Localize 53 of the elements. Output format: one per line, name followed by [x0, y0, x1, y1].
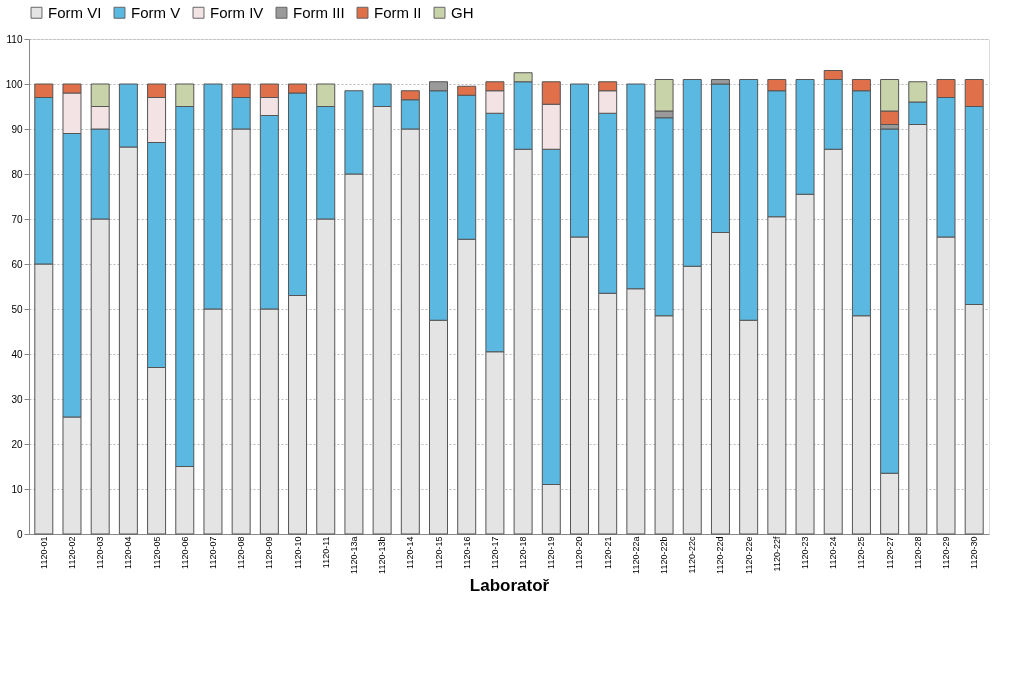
x-tick-label: 1120-04	[123, 536, 134, 569]
x-tick-label: 1120-13b	[377, 536, 388, 574]
x-tick-label: 1120-10	[292, 536, 303, 569]
x-tick-label: 1120-21	[602, 536, 613, 569]
legend-label: Form III	[293, 3, 345, 21]
y-tick-label: 80	[11, 168, 23, 180]
x-tick-label: 1120-24	[828, 536, 839, 569]
legend-label: GH	[451, 3, 474, 21]
x-tick-label: 1120-22e	[743, 536, 754, 574]
x-tick-label: 1120-22c	[687, 536, 698, 574]
y-tick-label: 30	[11, 393, 23, 405]
x-tick-label: 1120-13a	[348, 536, 359, 574]
x-tick-label: 1120-15	[433, 536, 444, 569]
x-tick-label: 1120-03	[95, 536, 106, 569]
x-tick-label: 1120-07	[207, 536, 218, 569]
x-tick-label: 1120-01	[38, 536, 49, 569]
y-tick-label: 100	[5, 78, 23, 90]
y-tick-label: 0	[16, 528, 23, 540]
y-tick-label: 50	[11, 303, 23, 315]
x-tick-label: 1120-18	[518, 536, 529, 569]
x-tick-label: 1120-08	[236, 536, 247, 569]
y-tick-label: 110	[6, 33, 23, 45]
x-tick-label: 1120-11	[320, 536, 331, 569]
x-axis-title: Laboratoř	[469, 575, 550, 595]
legend-label: Form V	[131, 3, 181, 21]
x-tick-label: 1120-28	[912, 536, 923, 569]
y-tick-label: 10	[11, 483, 23, 495]
legend-label: Form VI	[48, 3, 102, 21]
x-tick-label: 1120-17	[489, 536, 500, 569]
y-tick-label: 90	[11, 123, 23, 135]
y-tick-label: 70	[11, 213, 23, 225]
x-tick-label: 1120-16	[461, 536, 472, 569]
x-tick-label: 1120-22d	[715, 536, 726, 574]
x-tick-label: 1120-09	[264, 536, 275, 569]
x-tick-label: 1120-25	[856, 536, 867, 569]
x-tick-label: 1120-22f	[771, 536, 782, 572]
legend-label: Form II	[374, 3, 422, 21]
y-tick-label: 60	[11, 258, 23, 270]
y-tick-label: 20	[11, 438, 23, 450]
x-tick-label: 1120-22b	[659, 536, 670, 574]
y-tick-label: 40	[11, 348, 23, 360]
x-tick-label: 1120-27	[884, 536, 895, 569]
x-tick-label: 1120-14	[405, 536, 416, 569]
x-tick-label: 1120-23	[800, 536, 811, 569]
x-tick-label: 1120-29	[941, 536, 951, 569]
legend-label: Form IV	[210, 3, 264, 21]
x-tick-label: 1120-30	[969, 536, 980, 569]
x-tick-label: 1120-22a	[630, 536, 641, 574]
x-tick-label: 1120-19	[546, 536, 557, 569]
x-tick-label: 1120-02	[67, 536, 77, 569]
x-tick-label: 1120-05	[151, 536, 162, 569]
x-tick-label: 1120-06	[179, 536, 190, 569]
x-tick-label: 1120-20	[574, 536, 585, 569]
